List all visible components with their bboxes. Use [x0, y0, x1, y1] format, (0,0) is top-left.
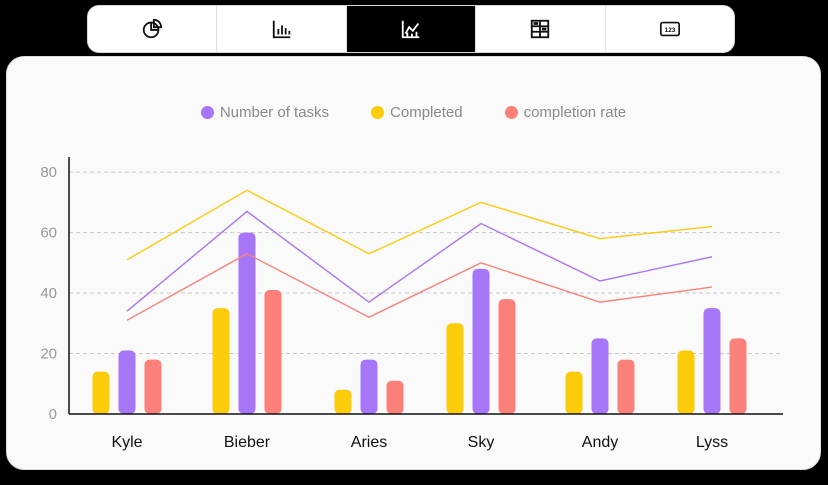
x-tick-label: Andy: [582, 434, 618, 451]
number-123-icon: 123: [659, 21, 680, 37]
tab-bar-chart[interactable]: [217, 6, 347, 52]
bar-completed: [92, 371, 110, 414]
chart-type-tabbar: 123: [87, 5, 735, 53]
legend-swatch-rate: [504, 106, 518, 119]
x-tick-label: Lyss: [696, 434, 728, 451]
bar-rate: [617, 359, 635, 414]
bar-rate: [729, 338, 747, 414]
bar-completed: [446, 323, 464, 414]
bar-tasks: [118, 350, 136, 414]
bar-tasks: [238, 232, 256, 414]
legend-item-rate[interactable]: completion rate: [504, 104, 627, 121]
series-line-rate: [126, 252, 713, 321]
tab-line-chart[interactable]: [346, 6, 477, 52]
legend-swatch-tasks: [200, 106, 214, 119]
chart-legend: Number of tasks Completed completion rat…: [7, 104, 820, 121]
bar-tasks: [591, 338, 609, 414]
bar-completed: [677, 350, 695, 414]
legend-label-tasks: Number of tasks: [219, 104, 330, 121]
grid-table-icon: [531, 19, 550, 39]
bar-completed: [565, 371, 583, 414]
bar-rate: [498, 299, 516, 414]
x-tick-label: Bieber: [224, 434, 271, 451]
legend-swatch-completed: [371, 106, 385, 119]
x-tick-label: Sky: [468, 434, 495, 451]
bar-tasks: [703, 308, 721, 414]
tab-number-card[interactable]: 123: [606, 6, 734, 52]
line-chart-icon: [401, 20, 420, 39]
x-tick-label: Kyle: [111, 434, 142, 451]
bar-completed: [334, 389, 352, 414]
x-tick-label: Aries: [351, 434, 387, 451]
series-line-tasks: [126, 210, 713, 312]
bar-rate: [264, 290, 282, 414]
bar-tasks: [360, 359, 378, 414]
bar-rate: [144, 359, 162, 414]
svg-text:123: 123: [664, 27, 675, 34]
tab-pie-chart[interactable]: [88, 6, 218, 52]
y-tick-label: 80: [40, 164, 57, 181]
y-tick-label: 60: [40, 225, 57, 242]
pie-chart-icon: [143, 18, 163, 39]
legend-item-completed[interactable]: Completed: [371, 104, 463, 121]
legend-item-tasks[interactable]: Number of tasks: [200, 104, 330, 121]
bar-rate: [386, 380, 404, 414]
y-tick-label: 40: [40, 285, 57, 302]
y-tick-label: 20: [40, 346, 57, 363]
tab-grid-table[interactable]: [476, 6, 606, 52]
combo-chart: 0 20 40 60 80 Kyle Bieber Aries Sky Andy Lyss: [40, 157, 783, 451]
bar-completed: [212, 308, 230, 414]
bar-chart-icon: [272, 20, 290, 39]
y-tick-label: 0: [49, 406, 57, 423]
legend-label-completed: Completed: [390, 104, 463, 121]
series-line-completed: [126, 189, 713, 261]
legend-label-rate: completion rate: [523, 104, 627, 121]
chart-panel: Number of tasks Completed completion rat…: [6, 56, 821, 470]
bar-tasks: [472, 268, 490, 414]
